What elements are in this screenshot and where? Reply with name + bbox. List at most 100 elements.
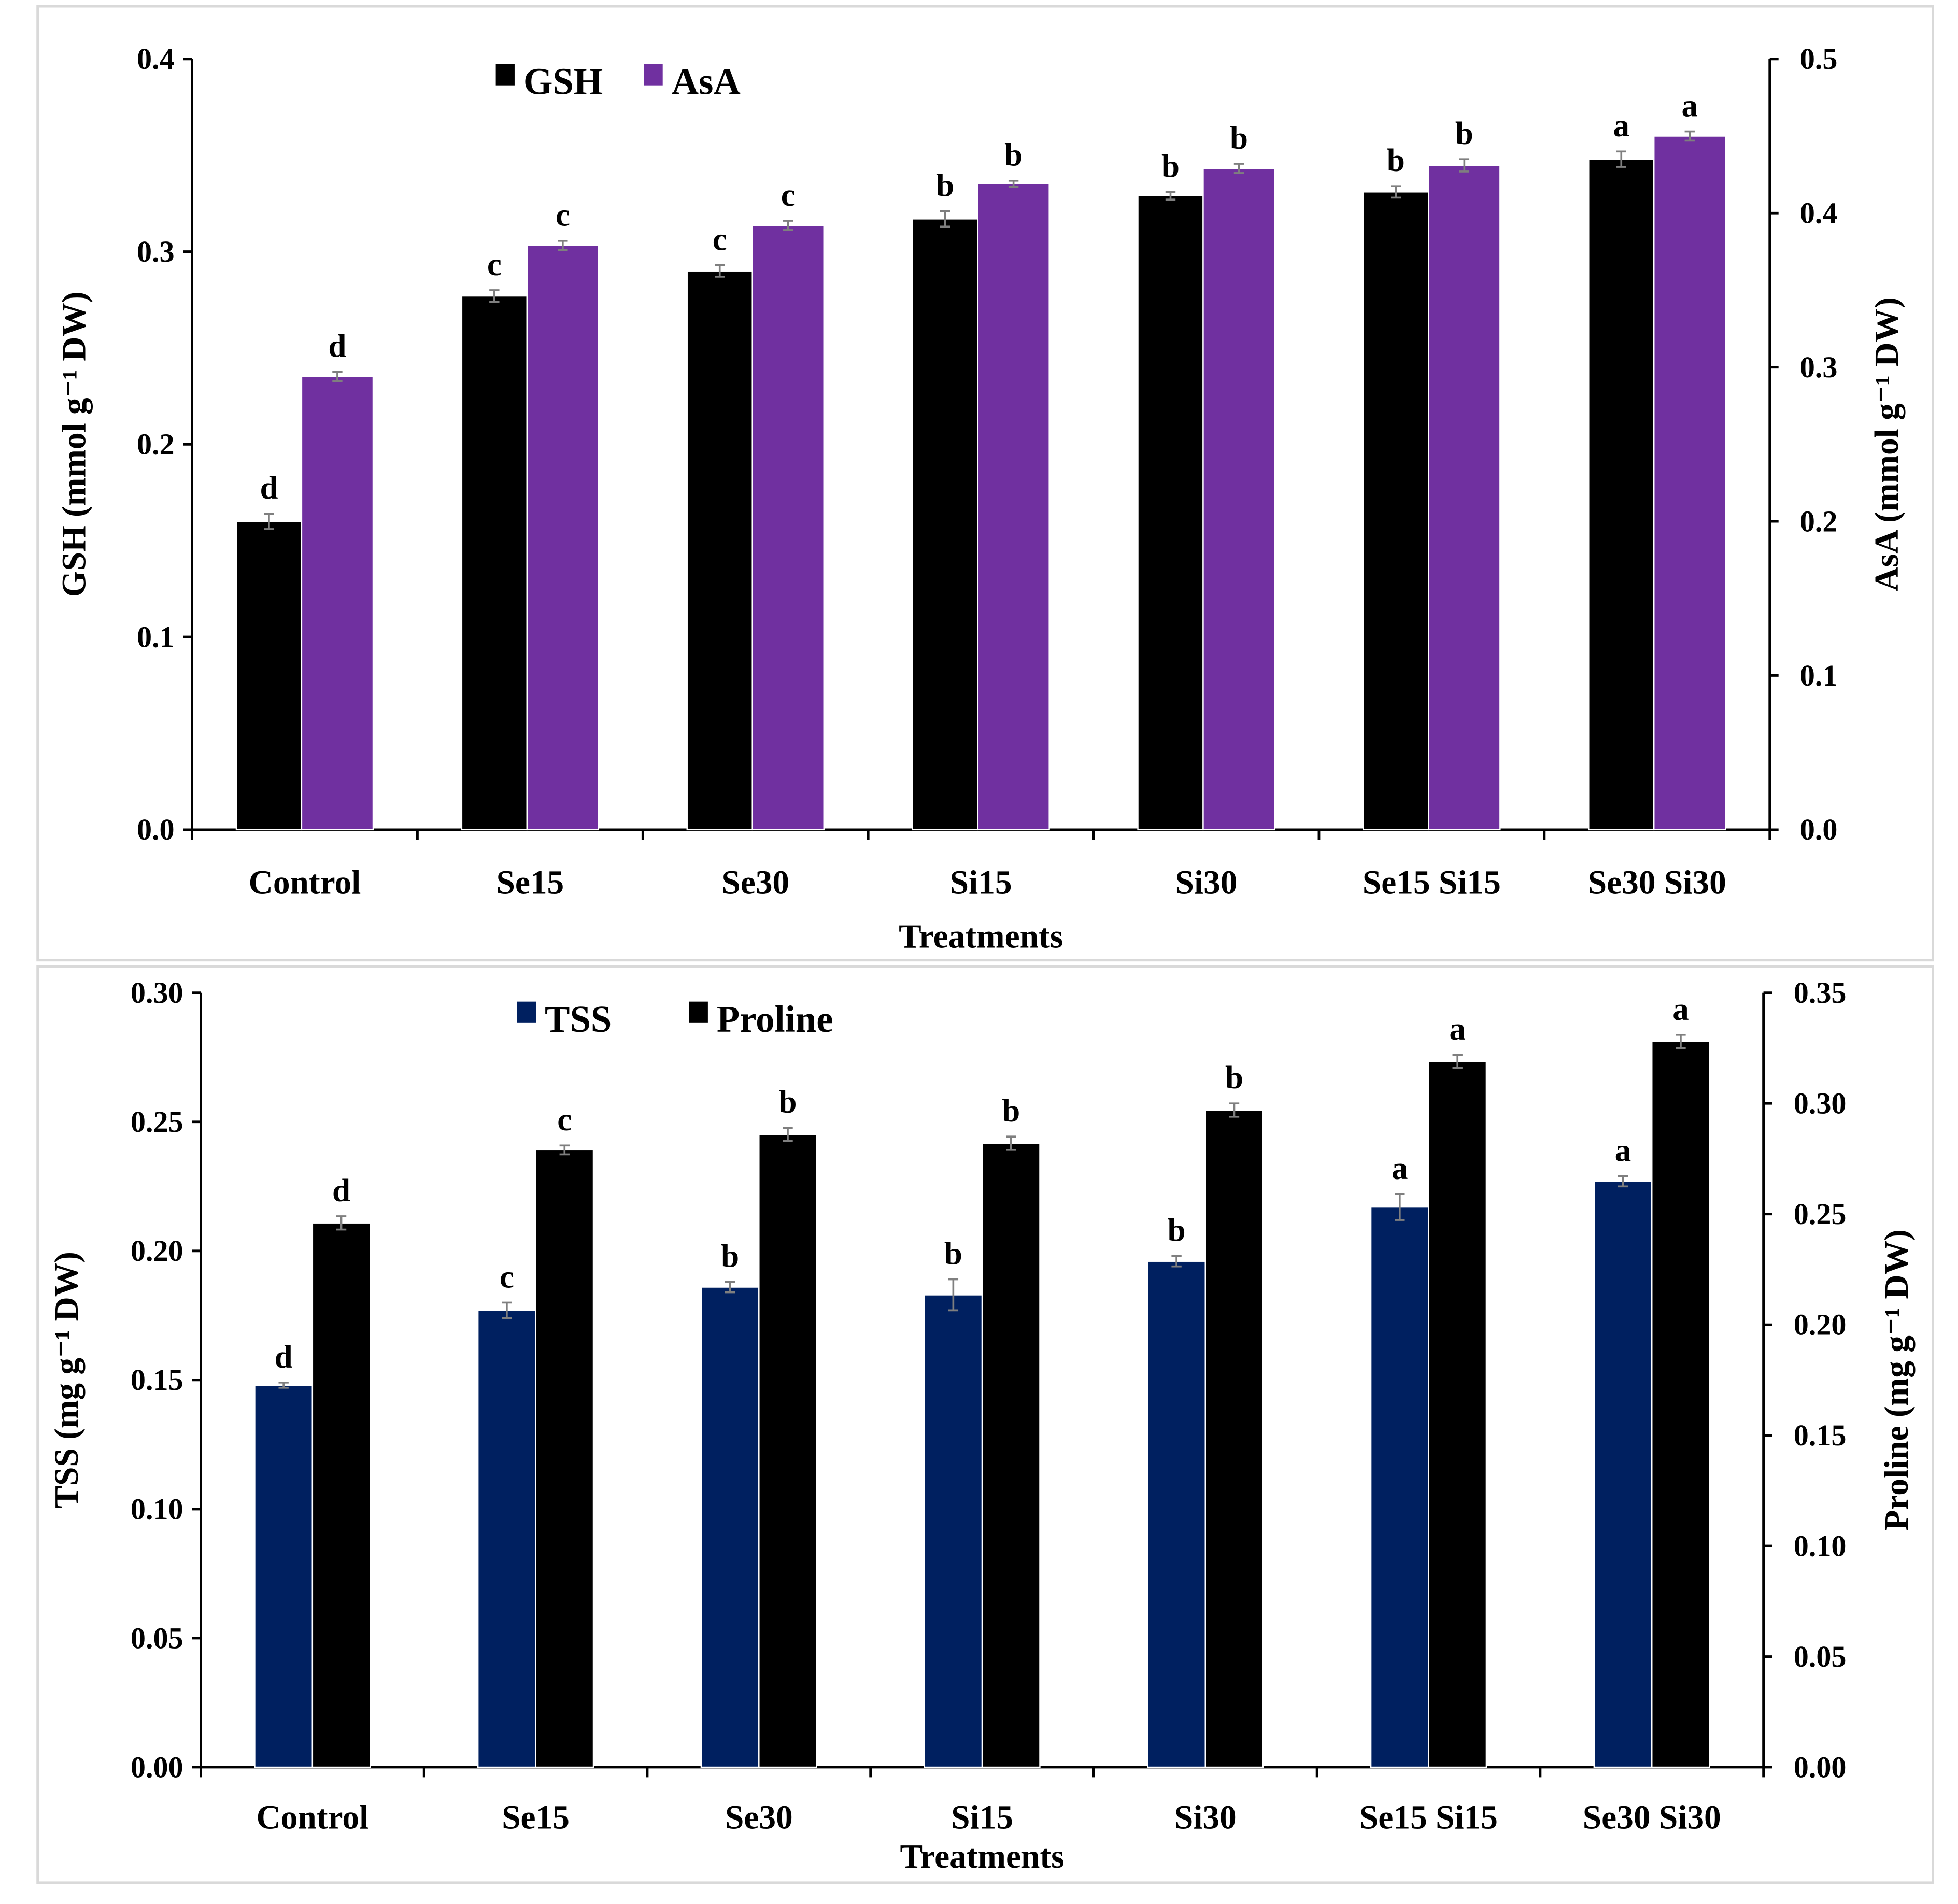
bar-gsh xyxy=(1137,195,1204,831)
right-axis-tick-label: 0.3 xyxy=(1800,350,1838,384)
left-axis-tick-label: 0.00 xyxy=(131,1750,183,1784)
bar-proline xyxy=(311,1222,371,1768)
x-axis-title: Treatments xyxy=(899,918,1063,956)
left-axis-tick-label: 0.3 xyxy=(137,235,175,268)
significance-letter: c xyxy=(557,1101,572,1138)
right-axis-tick-label: 0.10 xyxy=(1794,1529,1847,1562)
bar-proline xyxy=(1428,1060,1487,1768)
significance-letter: d xyxy=(275,1339,293,1375)
right-axis-tick-label: 0.20 xyxy=(1794,1308,1847,1342)
significance-letter: b xyxy=(1168,1212,1186,1248)
significance-letter: a xyxy=(1392,1150,1408,1186)
significance-letter: a xyxy=(1682,88,1698,124)
legend-swatch-asa xyxy=(644,64,663,86)
left-axis-tick-label: 0.2 xyxy=(137,428,175,461)
significance-letter: c xyxy=(487,246,502,282)
left-axis-title: TSS (mg g⁻¹ DW) xyxy=(48,1252,86,1508)
significance-letter: c xyxy=(713,221,727,258)
right-axis-tick-label: 0.4 xyxy=(1800,196,1838,230)
left-axis-tick-label: 0.4 xyxy=(137,42,175,76)
x-axis-tick-label: Se30 xyxy=(721,864,789,901)
bar-asa xyxy=(1653,135,1726,831)
bar-gsh xyxy=(1588,158,1655,831)
chart-panel-1: 0.0 0.1 0.2 0.3 0.4 0.0 0.1 0.2 0.3 0.4 0.5 Control… xyxy=(36,5,1934,962)
right-axis-tick-label: 0.25 xyxy=(1794,1197,1847,1231)
bar-asa xyxy=(751,224,825,831)
right-axis-tick-label: 0.5 xyxy=(1800,42,1838,76)
right-axis-tick-label: 0.05 xyxy=(1794,1640,1847,1673)
left-axis-tick-label: 0.05 xyxy=(131,1621,183,1655)
bar-tss xyxy=(924,1294,983,1768)
left-axis-tick-label: 0.30 xyxy=(131,976,183,1010)
x-axis-tick-label: Si30 xyxy=(1174,1799,1237,1837)
legend-swatch-tss xyxy=(517,1001,536,1023)
x-axis-tick-label: Se15 xyxy=(496,864,564,901)
right-axis-title: Proline (mg g⁻¹ DW) xyxy=(1878,1229,1916,1530)
significance-letter: d xyxy=(328,328,346,364)
significance-letter: b xyxy=(1002,1092,1020,1129)
x-axis-tick-label: Se30 Si30 xyxy=(1588,864,1726,901)
right-axis-tick-label: 0.15 xyxy=(1794,1418,1847,1452)
bar-proline xyxy=(1651,1041,1710,1768)
x-axis-tick-label: Se15 Si15 xyxy=(1359,1799,1498,1837)
x-axis-tick-label: Se15 xyxy=(502,1799,570,1837)
bar-asa xyxy=(1202,167,1275,831)
legend-label-asa: AsA xyxy=(672,61,741,103)
legend-label-gsh: GSH xyxy=(523,61,603,103)
significance-letter: c xyxy=(500,1258,514,1295)
right-axis-tick-label: 0.30 xyxy=(1794,1087,1847,1120)
bar-asa xyxy=(977,183,1050,831)
x-axis-tick-label: Control xyxy=(256,1799,368,1837)
x-axis-tick-label: Se15 Si15 xyxy=(1363,864,1501,901)
significance-letter: b xyxy=(1225,1059,1243,1096)
significance-letter: b xyxy=(1004,137,1023,173)
left-axis-tick-label: 0.15 xyxy=(131,1363,183,1397)
bar-tss xyxy=(1147,1260,1206,1768)
right-axis-title: AsA (mmol g⁻¹ DW) xyxy=(1868,297,1906,591)
significance-letter: a xyxy=(1672,991,1689,1027)
significance-letter: c xyxy=(556,197,570,233)
bar-gsh xyxy=(461,295,528,831)
x-axis-title: Treatments xyxy=(900,1838,1065,1875)
significance-letter: a xyxy=(1613,107,1629,144)
significance-letter: d xyxy=(260,470,278,506)
right-axis-tick-label: 0.35 xyxy=(1794,976,1847,1010)
right-axis-tick-label: 0.2 xyxy=(1800,504,1838,538)
x-axis-tick-label: Si30 xyxy=(1175,864,1238,901)
legend-label-tss: TSS xyxy=(545,998,612,1040)
bar-gsh xyxy=(235,520,303,831)
left-axis-tick-label: 0.25 xyxy=(131,1105,183,1139)
legend-swatch-gsh xyxy=(495,64,515,86)
bar-tss xyxy=(1370,1206,1429,1768)
bar-tss xyxy=(1593,1181,1653,1768)
significance-letter: b xyxy=(944,1235,962,1272)
bar-proline xyxy=(981,1142,1041,1768)
significance-letter: b xyxy=(1455,115,1473,151)
right-axis-tick-label: 0.0 xyxy=(1800,813,1838,846)
bar-proline xyxy=(1204,1109,1264,1768)
left-axis-tick-label: 0.0 xyxy=(137,813,175,846)
significance-letter: b xyxy=(721,1238,739,1274)
significance-letter: b xyxy=(1230,120,1248,156)
bar-asa xyxy=(301,376,374,831)
legend-label-proline: Proline xyxy=(717,998,833,1040)
bar-gsh xyxy=(912,218,978,831)
chart-panel-2: 0.00 0.05 0.10 0.15 0.20 0.25 0.30 0.00 0.05 0.10… xyxy=(36,965,1934,1884)
significance-letter: a xyxy=(1449,1011,1465,1047)
significance-letter: b xyxy=(779,1084,797,1120)
left-axis-tick-label: 0.20 xyxy=(131,1234,183,1268)
x-axis-tick-label: Si15 xyxy=(950,864,1012,901)
left-axis-tick-label: 0.1 xyxy=(137,620,175,653)
right-axis-tick-label: 0.00 xyxy=(1794,1750,1847,1784)
x-axis-tick-label: Se30 xyxy=(725,1799,793,1837)
significance-letter: b xyxy=(936,167,954,203)
bar-asa xyxy=(526,245,600,831)
significance-letter: b xyxy=(1387,142,1405,178)
x-axis-tick-label: Control xyxy=(249,864,361,901)
bar-proline xyxy=(758,1133,817,1768)
x-axis-tick-label: Si15 xyxy=(951,1799,1013,1837)
significance-letter: b xyxy=(1161,148,1180,184)
left-axis-title: GSH (mmol g⁻¹ DW) xyxy=(56,291,93,597)
significance-letter: a xyxy=(1615,1132,1631,1168)
